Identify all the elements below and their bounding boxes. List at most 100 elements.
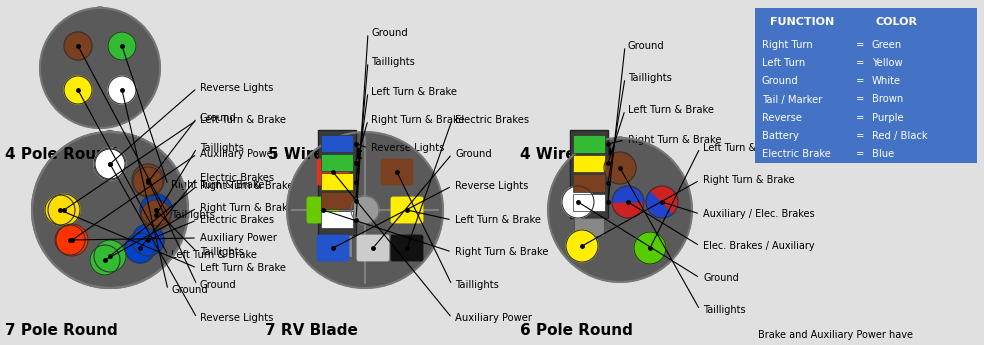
Text: 6 Pole Round: 6 Pole Round — [520, 323, 633, 338]
Wedge shape — [612, 202, 644, 218]
Circle shape — [32, 132, 188, 288]
Text: Green: Green — [872, 40, 902, 50]
Text: =: = — [856, 40, 864, 50]
Text: Yellow: Yellow — [872, 58, 902, 68]
Circle shape — [108, 32, 136, 60]
Bar — [755, 8, 977, 163]
Text: Red / Black: Red / Black — [872, 131, 928, 141]
Circle shape — [40, 8, 160, 128]
Circle shape — [56, 224, 88, 256]
Text: Elec. Brakes / Auxiliary: Elec. Brakes / Auxiliary — [703, 241, 815, 251]
Circle shape — [125, 233, 155, 263]
Text: 7 RV Blade: 7 RV Blade — [265, 323, 358, 338]
Circle shape — [94, 148, 126, 180]
Circle shape — [141, 200, 171, 230]
Circle shape — [548, 138, 692, 282]
Circle shape — [48, 194, 80, 226]
Bar — [574, 218, 604, 236]
Text: COLOR: COLOR — [876, 17, 918, 27]
Circle shape — [287, 132, 443, 288]
Text: Ground: Ground — [703, 273, 739, 283]
FancyBboxPatch shape — [391, 235, 423, 261]
FancyBboxPatch shape — [357, 235, 389, 261]
FancyBboxPatch shape — [317, 235, 349, 261]
Text: Right Turn: Right Turn — [762, 40, 813, 50]
Text: Ground: Ground — [628, 41, 665, 51]
Text: Right Turn & Brake: Right Turn & Brake — [200, 203, 293, 213]
Text: Taillights: Taillights — [171, 210, 215, 220]
FancyBboxPatch shape — [317, 159, 349, 185]
Text: Ground: Ground — [762, 76, 799, 86]
Text: Taillights: Taillights — [371, 57, 415, 67]
Text: Right Turn & Brake: Right Turn & Brake — [455, 247, 548, 257]
Text: Right Turn & Brake: Right Turn & Brake — [200, 181, 293, 191]
Wedge shape — [650, 186, 678, 213]
Text: Purple: Purple — [872, 113, 903, 122]
Text: Ground: Ground — [371, 28, 407, 38]
Bar — [573, 194, 605, 211]
Ellipse shape — [612, 137, 628, 149]
Circle shape — [133, 167, 163, 197]
Text: 4 Wire Flat: 4 Wire Flat — [520, 147, 614, 162]
FancyBboxPatch shape — [391, 197, 423, 223]
FancyBboxPatch shape — [307, 197, 339, 223]
Circle shape — [55, 225, 85, 255]
Wedge shape — [646, 191, 673, 218]
Text: =: = — [856, 113, 864, 122]
Text: =: = — [856, 58, 864, 68]
Text: Reverse Lights: Reverse Lights — [200, 313, 274, 323]
Text: Electric Brakes: Electric Brakes — [200, 215, 275, 225]
Text: Brown: Brown — [872, 95, 903, 105]
Text: Ground: Ground — [455, 149, 492, 159]
Circle shape — [95, 149, 125, 179]
Bar — [322, 235, 352, 257]
Text: Blue: Blue — [872, 149, 894, 159]
Text: Auxiliary / Elec. Brakes: Auxiliary / Elec. Brakes — [703, 209, 815, 219]
Text: Auxiliary Power: Auxiliary Power — [200, 233, 277, 243]
Text: Taillights: Taillights — [200, 247, 244, 257]
Circle shape — [140, 194, 172, 226]
Text: Left Turn: Left Turn — [762, 58, 805, 68]
Bar — [573, 135, 605, 152]
Text: Left Turn & Brake: Left Turn & Brake — [200, 115, 286, 125]
Ellipse shape — [101, 131, 119, 143]
Bar — [321, 211, 353, 228]
Text: Electric Brakes: Electric Brakes — [200, 173, 275, 183]
Text: Taillights: Taillights — [200, 143, 244, 153]
Text: FUNCTION: FUNCTION — [769, 17, 834, 27]
Text: Reverse Lights: Reverse Lights — [200, 83, 274, 93]
Circle shape — [566, 230, 598, 262]
Circle shape — [64, 76, 92, 104]
Ellipse shape — [93, 7, 107, 17]
Circle shape — [108, 76, 136, 104]
Bar — [573, 155, 605, 172]
Circle shape — [94, 240, 126, 272]
Text: 7 Pole Round: 7 Pole Round — [5, 323, 118, 338]
Circle shape — [604, 152, 636, 184]
Circle shape — [64, 32, 92, 60]
Circle shape — [351, 196, 379, 224]
Text: =: = — [856, 95, 864, 105]
Bar — [570, 130, 608, 218]
Circle shape — [562, 186, 594, 218]
Text: Right Turn & Brake: Right Turn & Brake — [371, 115, 464, 125]
Text: =: = — [856, 76, 864, 86]
Wedge shape — [612, 186, 644, 202]
Text: Brake and Auxiliary Power have
two different industry standards.
Identify which : Brake and Auxiliary Power have two diffe… — [758, 330, 918, 345]
Text: Left Turn & Brake: Left Turn & Brake — [628, 105, 714, 115]
Ellipse shape — [101, 131, 119, 143]
Text: Right Turn & Brake: Right Turn & Brake — [703, 175, 795, 185]
Text: =: = — [856, 149, 864, 159]
Text: Reverse Lights: Reverse Lights — [371, 143, 445, 153]
Circle shape — [45, 195, 75, 225]
Text: Right Turn & Brake: Right Turn & Brake — [628, 135, 721, 145]
Circle shape — [90, 245, 120, 275]
Text: Right Turn & Brake: Right Turn & Brake — [171, 180, 265, 190]
Text: 5 Wire Flat: 5 Wire Flat — [268, 147, 362, 162]
Bar — [318, 130, 356, 235]
Bar — [321, 135, 353, 152]
Bar — [321, 154, 353, 171]
Text: Reverse Lights: Reverse Lights — [455, 181, 528, 191]
Text: Electric Brakes: Electric Brakes — [455, 115, 529, 125]
Text: Ground: Ground — [171, 285, 208, 295]
